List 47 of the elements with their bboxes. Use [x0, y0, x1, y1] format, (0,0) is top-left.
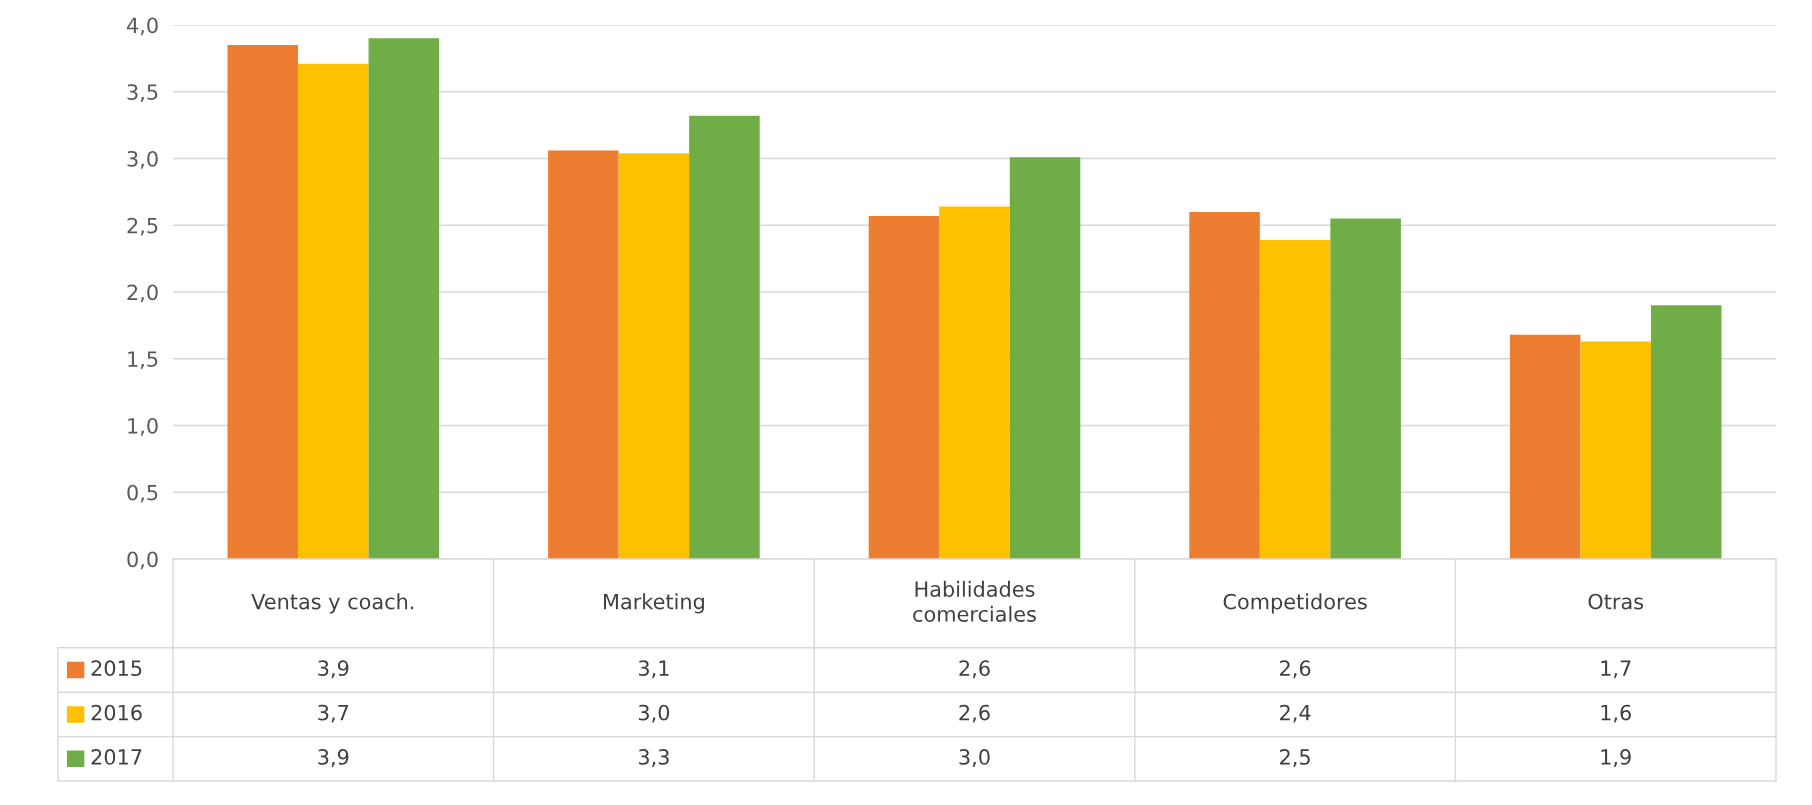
legend-label: 2017: [91, 749, 142, 765]
y-tick-label: 2,5: [127, 217, 158, 236]
bar: [939, 206, 1010, 559]
y-tick-label: 0,0: [127, 551, 158, 570]
bar: [1650, 305, 1722, 559]
bar: [1009, 157, 1081, 559]
data-label: 3,0: [959, 749, 990, 767]
legend-label: 2015: [91, 660, 142, 677]
x-tick-label: Ventas y coach.: [251, 593, 414, 614]
data-label: 3,3: [638, 749, 669, 767]
x-tick-label: Otras: [1588, 593, 1644, 610]
bar: [1189, 211, 1260, 559]
data-label: 2,6: [959, 704, 990, 723]
data-label: 2,4: [1280, 704, 1311, 723]
data-label: 3,0: [638, 704, 670, 723]
y-tick-label: 4,0: [127, 17, 158, 36]
bar: [618, 153, 690, 559]
y-tick-label: 2,0: [127, 284, 158, 303]
data-label: 3,9: [318, 749, 349, 767]
bar: [298, 63, 369, 559]
bar: [1259, 239, 1331, 559]
data-label: 2,6: [959, 660, 990, 679]
data-label: 3,1: [638, 660, 669, 679]
y-tick-label: 1,5: [128, 351, 158, 370]
bar: [689, 115, 760, 559]
data-label: 1,9: [1601, 749, 1631, 767]
bar: [368, 38, 440, 559]
data-label: 2,6: [1280, 660, 1311, 679]
data-label: 3,7: [318, 704, 349, 723]
x-tick-label: Habilidades comerciales: [913, 580, 1036, 622]
bar: [868, 215, 940, 559]
bar: [1580, 341, 1651, 559]
data-label: 2,5: [1280, 749, 1310, 767]
bar: [1509, 334, 1581, 559]
data-label: 3,9: [318, 660, 349, 679]
data-label: 1,7: [1601, 660, 1631, 679]
bar: [548, 150, 619, 559]
x-tick-label: Marketing: [604, 593, 704, 614]
x-tick-label: Competidores: [1223, 593, 1367, 614]
legend-label: 2016: [91, 704, 142, 721]
y-tick-label: 1,0: [128, 417, 158, 436]
bar: [1330, 218, 1401, 559]
y-tick-label: 3,5: [127, 84, 158, 103]
y-tick-label: 0,5: [127, 484, 158, 503]
bar: [227, 45, 299, 559]
data-label: 1,6: [1601, 704, 1631, 723]
y-tick-label: 3,0: [127, 150, 158, 169]
